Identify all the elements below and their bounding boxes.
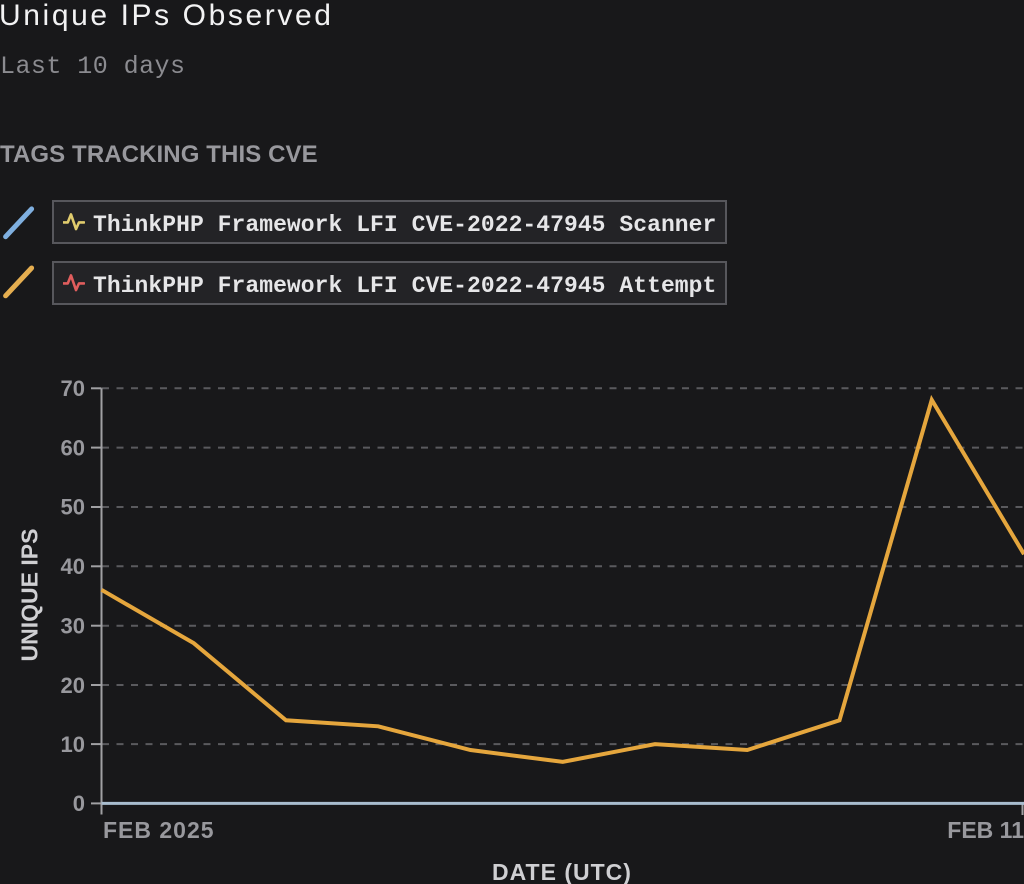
svg-text:UNIQUE IPS: UNIQUE IPS [17, 529, 43, 662]
svg-text:10: 10 [61, 732, 85, 757]
svg-text:DATE (UTC): DATE (UTC) [492, 859, 632, 884]
svg-text:70: 70 [61, 376, 85, 401]
svg-text:FEB 11: FEB 11 [947, 817, 1024, 843]
svg-text:30: 30 [61, 613, 85, 638]
svg-text:20: 20 [61, 673, 85, 698]
svg-text:60: 60 [61, 435, 85, 460]
svg-text:40: 40 [61, 554, 85, 579]
svg-text:FEB 2025: FEB 2025 [103, 817, 215, 843]
svg-text:0: 0 [73, 791, 85, 816]
svg-text:50: 50 [61, 495, 85, 520]
